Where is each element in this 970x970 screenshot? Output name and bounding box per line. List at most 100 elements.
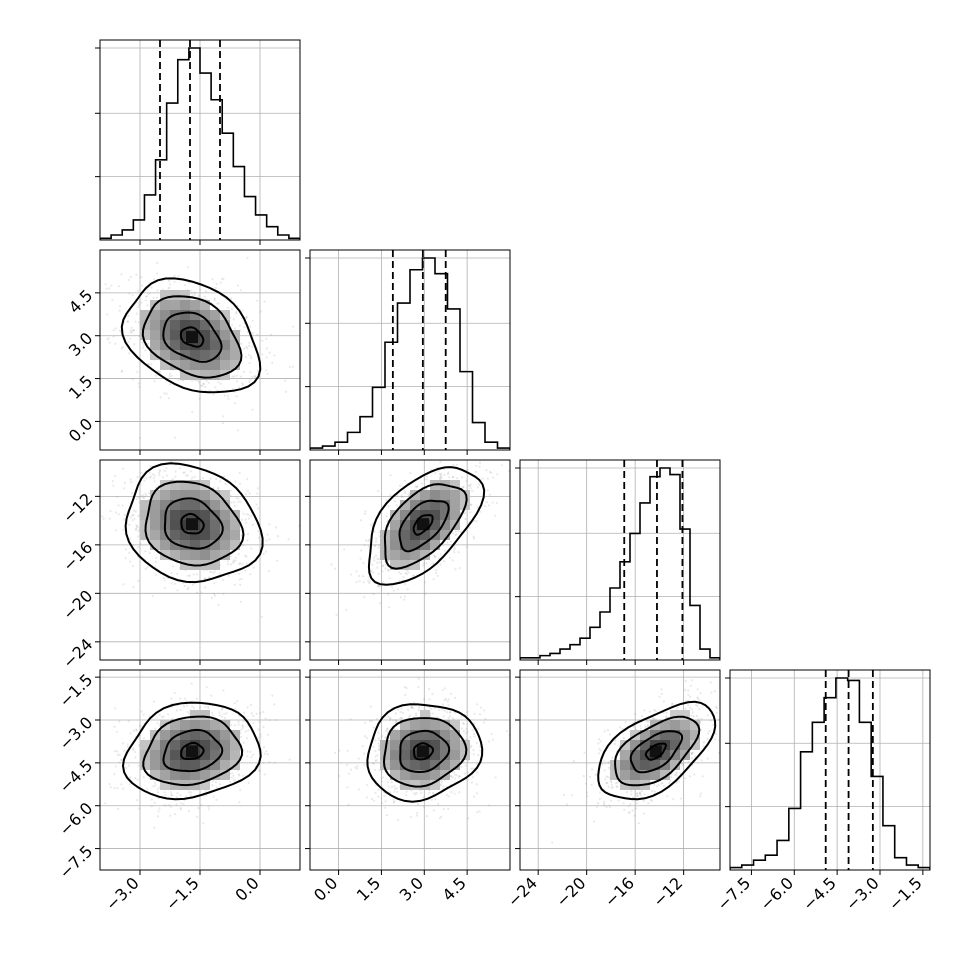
scatter-point <box>399 711 402 714</box>
scatter-point <box>248 492 251 495</box>
scatter-point <box>120 347 123 350</box>
scatter-point <box>438 476 441 479</box>
scatter-point <box>205 686 208 689</box>
scatter-point <box>172 565 175 568</box>
density-cell <box>180 360 190 370</box>
scatter-point <box>257 530 260 533</box>
scatter-point <box>453 773 456 776</box>
scatter-point <box>183 284 187 287</box>
scatter-point <box>422 796 425 799</box>
density-cell <box>180 530 190 540</box>
scatter-point <box>234 559 237 562</box>
scatter-point <box>204 705 207 709</box>
scatter-point <box>446 700 449 703</box>
scatter-point <box>479 510 482 513</box>
scatter-point <box>486 477 489 480</box>
contour-mid <box>383 483 468 570</box>
scatter-point <box>232 778 235 781</box>
scatter-point <box>393 800 396 803</box>
density-cell <box>420 710 430 720</box>
scatter-point <box>149 464 152 468</box>
scatter-point <box>148 492 151 495</box>
scatter-point <box>138 436 142 439</box>
scatter-point <box>389 717 392 720</box>
scatter-point <box>378 585 381 588</box>
scatter-point <box>374 755 377 758</box>
density-cell <box>190 320 200 330</box>
scatter-point <box>197 294 200 297</box>
scatter-point <box>274 526 277 529</box>
scatter-point <box>237 773 240 776</box>
scatter-point <box>116 750 119 753</box>
scatter-point <box>170 582 173 585</box>
scatter-point <box>247 344 251 347</box>
scatter-point <box>249 750 252 754</box>
scatter-point <box>359 557 362 560</box>
scatter-point <box>395 719 398 722</box>
scatter-point <box>253 375 256 378</box>
density-cell <box>150 540 160 550</box>
scatter-point <box>460 715 463 718</box>
scatter-point <box>457 530 460 533</box>
scatter-point <box>120 370 123 373</box>
scatter-point <box>407 493 410 496</box>
scatter-point <box>170 697 173 700</box>
scatter-point <box>212 457 214 459</box>
scatter-point <box>139 542 142 545</box>
scatter-point <box>220 708 223 712</box>
scatter-point <box>226 563 230 566</box>
scatter-point <box>396 588 400 591</box>
scatter-point <box>291 325 295 328</box>
scatter-point <box>246 755 249 758</box>
scatter-point <box>455 463 459 466</box>
density-cell <box>180 290 190 300</box>
density-cell <box>210 360 220 370</box>
scatter-point <box>375 537 378 540</box>
scatter-point <box>251 331 254 334</box>
scatter-point <box>246 533 250 536</box>
scatter-point <box>441 703 444 706</box>
scatter-point <box>448 476 451 479</box>
scatter-point <box>386 730 389 733</box>
density-cell <box>160 770 170 780</box>
scatter-point <box>378 544 381 547</box>
scatter-point <box>135 524 138 527</box>
scatter-point <box>385 814 388 817</box>
scatter-point <box>242 711 246 714</box>
scatter-point <box>425 815 428 818</box>
density-cell <box>220 540 230 550</box>
scatter-point <box>142 776 145 779</box>
scatter-point <box>403 598 406 601</box>
density-cell <box>430 730 440 740</box>
scatter-point <box>233 702 236 705</box>
scatter-point <box>250 712 253 715</box>
scatter-point <box>230 563 233 566</box>
scatter-point <box>108 782 111 786</box>
scatter-point <box>472 748 475 752</box>
scatter-point <box>262 552 265 556</box>
scatter-point <box>215 477 218 480</box>
scatter-point <box>465 479 468 483</box>
scatter-point <box>140 725 143 728</box>
scatter-point <box>186 266 189 269</box>
scatter-point <box>476 792 479 795</box>
density-cell <box>390 520 400 530</box>
density-peak <box>186 745 198 758</box>
scatter-point <box>389 494 392 497</box>
scatter-point <box>378 744 381 748</box>
scatter-point <box>155 573 158 576</box>
scatter-point <box>464 764 467 767</box>
density-cell <box>160 310 170 320</box>
scatter-point <box>403 479 406 483</box>
scatter-point <box>90 517 92 519</box>
scatter-point <box>448 715 452 718</box>
scatter-point <box>154 374 158 377</box>
scatter-point <box>415 791 418 795</box>
scatter-point <box>135 729 138 732</box>
scatter-point <box>478 465 481 468</box>
scatter-point <box>222 277 225 280</box>
scatter-point <box>198 288 202 291</box>
scatter-point <box>271 694 274 697</box>
scatter-point <box>174 813 177 816</box>
scatter-point <box>136 799 139 802</box>
